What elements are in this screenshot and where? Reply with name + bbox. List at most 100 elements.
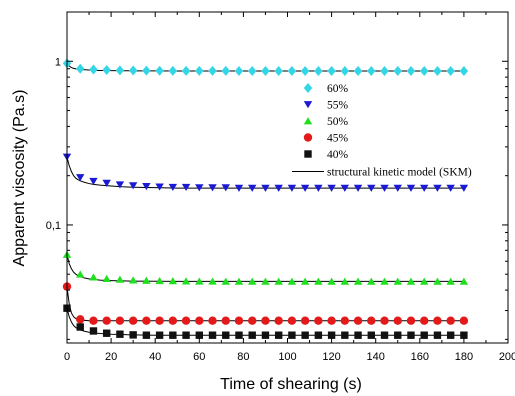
data-point-40% bbox=[248, 331, 256, 339]
data-point-50% bbox=[446, 277, 455, 285]
data-point-40% bbox=[394, 331, 402, 339]
data-point-45% bbox=[353, 316, 363, 325]
data-point-60% bbox=[234, 66, 244, 77]
data-point-55% bbox=[420, 184, 429, 192]
data-point-40% bbox=[182, 331, 190, 339]
data-point-55% bbox=[76, 174, 85, 182]
data-point-50% bbox=[287, 277, 297, 285]
data-point-40% bbox=[116, 330, 124, 338]
legend-marker-50% bbox=[303, 117, 313, 125]
data-point-40% bbox=[407, 331, 415, 339]
data-point-60% bbox=[446, 66, 455, 77]
legend-marker-60% bbox=[303, 83, 313, 93]
data-point-50% bbox=[393, 277, 402, 285]
data-point-50% bbox=[314, 277, 323, 285]
data-point-55% bbox=[314, 184, 323, 192]
data-point-50% bbox=[102, 274, 111, 282]
data-point-45% bbox=[327, 316, 336, 325]
data-point-50% bbox=[353, 277, 363, 285]
data-point-55% bbox=[459, 184, 469, 192]
data-point-60% bbox=[195, 65, 204, 76]
data-point-50% bbox=[367, 277, 376, 285]
legend-marker-40% bbox=[304, 150, 312, 158]
data-point-40% bbox=[142, 331, 151, 339]
data-point-60% bbox=[142, 65, 151, 76]
data-point-60% bbox=[76, 63, 85, 74]
data-point-60% bbox=[353, 66, 363, 77]
legend-marker-45% bbox=[303, 133, 313, 142]
data-point-55% bbox=[181, 183, 191, 192]
data-point-40% bbox=[222, 331, 230, 339]
y-tick-label: 0,1 bbox=[46, 220, 61, 232]
y-axis-title: Apparent viscosity (Pa.s) bbox=[11, 90, 28, 267]
data-point-55% bbox=[406, 184, 416, 192]
data-point-40% bbox=[208, 331, 217, 339]
data-point-40% bbox=[195, 331, 203, 339]
data-point-55% bbox=[261, 184, 270, 192]
data-point-45% bbox=[393, 316, 402, 325]
legend-marker-55% bbox=[303, 101, 313, 109]
data-point-45% bbox=[221, 316, 230, 325]
data-point-50% bbox=[433, 277, 442, 285]
data-point-40% bbox=[274, 331, 283, 339]
data-point-45% bbox=[261, 316, 270, 325]
data-point-40% bbox=[327, 331, 336, 339]
data-point-50% bbox=[340, 277, 350, 285]
data-point-50% bbox=[327, 277, 336, 285]
data-point-45% bbox=[248, 316, 257, 325]
data-point-50% bbox=[208, 277, 217, 285]
data-point-40% bbox=[380, 331, 389, 339]
data-point-55% bbox=[393, 184, 402, 192]
data-point-55% bbox=[446, 184, 455, 192]
data-point-40% bbox=[354, 331, 362, 339]
data-point-45% bbox=[208, 316, 217, 325]
data-point-60% bbox=[327, 66, 336, 77]
data-point-50% bbox=[155, 276, 164, 285]
x-tick-label: 200 bbox=[499, 351, 515, 363]
data-point-50% bbox=[248, 277, 257, 285]
data-point-45% bbox=[181, 316, 191, 325]
data-point-55% bbox=[221, 184, 230, 192]
data-point-40% bbox=[261, 331, 270, 339]
data-point-60% bbox=[287, 66, 297, 77]
data-point-55% bbox=[353, 184, 363, 192]
data-point-55% bbox=[142, 183, 151, 191]
data-point-45% bbox=[314, 316, 323, 325]
data-point-50% bbox=[420, 277, 429, 285]
data-point-40% bbox=[76, 323, 84, 331]
data-point-45% bbox=[274, 316, 283, 325]
legend-label-50%: 50% bbox=[327, 116, 349, 128]
data-point-55% bbox=[89, 177, 98, 185]
data-point-55% bbox=[300, 184, 310, 192]
data-point-45% bbox=[459, 316, 469, 325]
data-point-50% bbox=[261, 277, 270, 285]
data-point-60% bbox=[274, 66, 283, 77]
data-point-45% bbox=[300, 316, 310, 325]
data-point-45% bbox=[340, 316, 350, 325]
data-point-50% bbox=[195, 277, 204, 285]
data-point-40% bbox=[433, 331, 442, 339]
legend-label-45%: 45% bbox=[327, 133, 349, 145]
legend-label-fit: structural kinetic model (SKM) bbox=[327, 167, 472, 179]
data-point-45% bbox=[406, 316, 416, 325]
x-tick-label: 60 bbox=[193, 351, 205, 363]
legend-label-55%: 55% bbox=[327, 100, 349, 112]
data-point-45% bbox=[367, 316, 376, 325]
data-point-60% bbox=[300, 66, 310, 77]
data-point-45% bbox=[168, 316, 178, 325]
data-point-50% bbox=[300, 277, 310, 285]
data-point-55% bbox=[433, 184, 442, 192]
data-point-60% bbox=[248, 66, 257, 77]
data-point-50% bbox=[380, 277, 389, 285]
data-point-40% bbox=[155, 331, 164, 339]
data-point-40% bbox=[460, 331, 468, 339]
data-point-55% bbox=[274, 184, 283, 192]
data-point-60% bbox=[208, 65, 217, 76]
data-point-55% bbox=[340, 184, 350, 192]
data-point-60% bbox=[314, 66, 323, 77]
x-tick-label: 160 bbox=[411, 351, 429, 363]
data-point-60% bbox=[380, 66, 389, 77]
data-point-40% bbox=[235, 331, 243, 339]
data-point-40% bbox=[129, 331, 137, 339]
data-point-45% bbox=[433, 316, 442, 325]
